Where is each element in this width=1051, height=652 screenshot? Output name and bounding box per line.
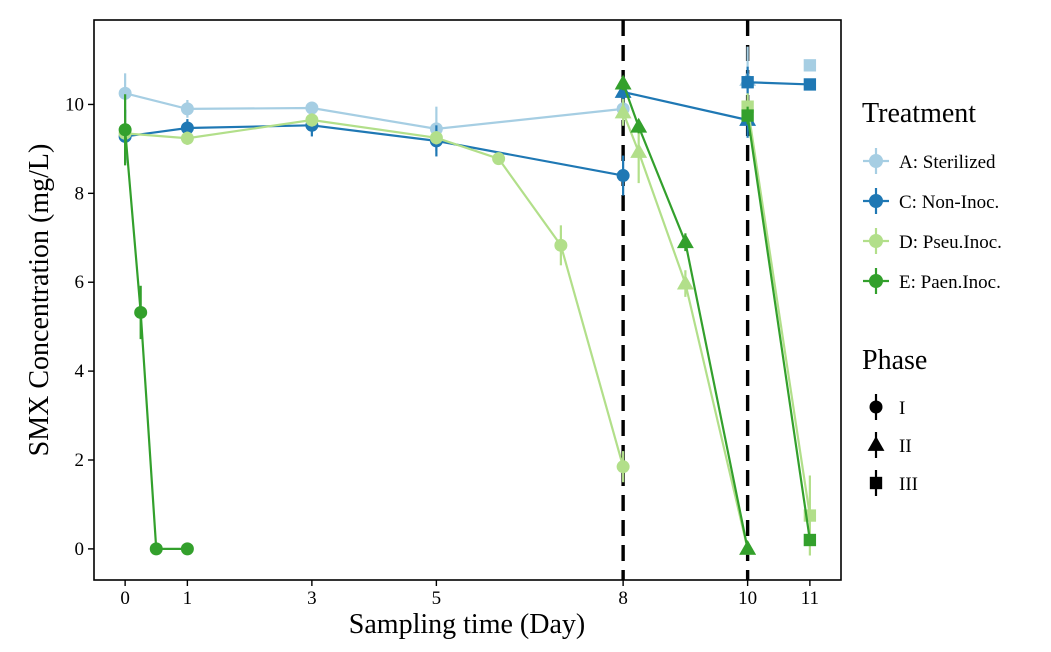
data-point [305,101,319,115]
data-point [630,117,648,133]
legend-phase-label: I [899,398,905,419]
legend-treatment-item: A: Sterilized [863,148,996,174]
plot-area [93,19,842,581]
legend-phase-item: III [869,470,918,496]
axes: 0 1 3 5 8 10 11 0 2 4 6 8 10 Sampling time (Day) SM… [24,94,819,640]
legend-treatment-item: E: Paen.Inoc. [863,268,1001,294]
data-point [630,143,648,158]
legend-phase-title: Phase [862,345,927,376]
data-point [180,102,194,116]
y-tick-label: 8 [75,183,85,204]
legend-phase-item: II [867,432,912,458]
x-tick-label: 10 [738,588,757,609]
series-d-pseu-inoc- [118,93,817,556]
plot-panel-border [93,19,842,581]
data-point [739,540,757,555]
x-tick-label: 3 [307,588,317,609]
x-tick-label: 11 [801,588,819,609]
data-point [741,109,754,122]
legend-treatment-items: A: Sterilized C: Non-Inoc. D: Pseu.Inoc. E:… [863,148,1002,294]
series-line [124,129,188,550]
legend-marker [869,154,883,168]
legend-marker [869,234,883,248]
series-line [622,83,749,550]
legend-phase-marker [867,436,885,451]
legend-phase-label: III [899,474,918,495]
legend-phase-marker [869,400,883,414]
legend-treatment-label: E: Paen.Inoc. [899,272,1001,293]
phase-divider-lines [621,20,750,580]
legend-treatment-item: C: Non-Inoc. [863,188,999,214]
series-line [747,81,810,86]
series-line [746,106,811,516]
series-line [746,115,811,541]
series-line [124,124,624,177]
data-point [118,123,132,137]
data-point [803,78,817,91]
data-point [180,131,194,145]
data-point [180,542,194,556]
y-tick-label: 4 [75,361,85,382]
y-tick-label: 2 [75,450,85,471]
legend-marker [869,274,883,288]
series-line [125,118,625,467]
legend-treatment-label: C: Non-Inoc. [899,192,999,213]
series-group [118,46,817,556]
series-c-non-inoc- [118,66,817,196]
x-tick-label: 8 [618,588,628,609]
y-tick-label: 6 [75,272,85,293]
data-point [614,103,632,119]
legend-treatment-label: D: Pseu.Inoc. [899,232,1002,253]
data-point [118,86,132,100]
y-axis-title: SMX Concentration (mg/L) [24,144,55,457]
x-axis-title: Sampling time (Day) [349,609,585,640]
legend-marker [869,194,883,208]
data-point [554,238,568,252]
data-point [676,233,694,249]
series-a-sterilized [118,46,817,152]
data-point [180,121,194,135]
data-point [803,533,817,547]
data-point [676,274,694,290]
legend: Treatment A: Sterilized C: Non-Inoc. D: Ps… [862,98,1002,496]
series-line [124,92,624,130]
x-axis-ticks: 0 1 3 5 8 10 11 [120,580,819,609]
data-point [492,152,506,166]
y-tick-label: 10 [65,94,84,115]
data-point [741,76,754,89]
data-point [134,305,148,319]
data-point [429,131,443,145]
y-tick-label: 0 [75,539,85,560]
x-tick-label: 0 [120,588,130,609]
series-line [622,90,748,122]
legend-treatment-label: A: Sterilized [899,152,996,173]
data-point [614,74,632,90]
legend-treatment-title: Treatment [862,98,976,129]
y-axis-ticks: 0 2 4 6 8 10 [65,94,94,560]
series-line [622,112,749,550]
data-point [616,169,630,183]
legend-phase-label: II [899,436,912,457]
x-tick-label: 1 [183,588,193,609]
data-point [616,460,630,474]
legend-phase-item: I [869,394,905,420]
legend-phase-marker [869,476,883,490]
series-e-paen-inoc- [118,74,817,556]
data-point [149,542,163,556]
data-point [803,59,817,72]
x-tick-label: 5 [432,588,442,609]
legend-treatment-item: D: Pseu.Inoc. [863,228,1002,254]
data-point [305,113,319,127]
